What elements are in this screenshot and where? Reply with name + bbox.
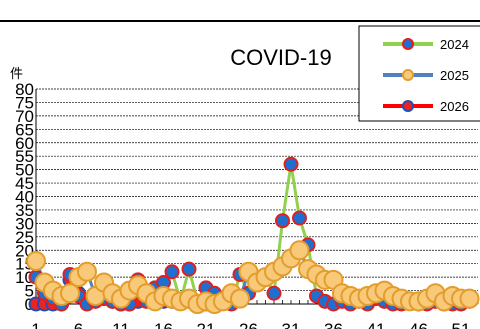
y-tick-60: 60 [15, 134, 34, 153]
point-2024-19 [181, 261, 197, 277]
y-tick-30: 30 [15, 214, 34, 233]
y-tick-5: 5 [25, 282, 34, 301]
x-tick-labels: 16111621263136414651 [31, 320, 470, 329]
legend-marker-2025 [402, 69, 414, 81]
y-tick-70: 70 [15, 107, 34, 126]
y-tick-40: 40 [15, 188, 34, 207]
x-tick-6: 6 [74, 320, 83, 329]
legend: 2024 2025 2026 [358, 25, 480, 122]
x-tick-31: 31 [282, 320, 301, 329]
legend-label-2025: 2025 [440, 68, 469, 83]
y-tick-25: 25 [15, 228, 34, 247]
x-tick-41: 41 [367, 320, 386, 329]
x-tick-26: 26 [239, 320, 258, 329]
y-tick-75: 75 [15, 93, 34, 112]
legend-label-2024: 2024 [440, 37, 469, 52]
point-2024-17 [164, 264, 180, 280]
point-2024-31 [283, 156, 299, 172]
plot-series [26, 156, 480, 314]
y-tick-50: 50 [15, 161, 34, 180]
y-tick-45: 45 [15, 174, 34, 193]
y-tick-80: 80 [15, 80, 34, 99]
legend-label-2026: 2026 [440, 99, 469, 114]
point-2025-1 [26, 251, 46, 271]
x-tick-21: 21 [197, 320, 216, 329]
point-2025-25 [230, 288, 250, 309]
y-tick-55: 55 [15, 147, 34, 166]
y-tick-labels: 05101520253035404550556065707580 [15, 80, 34, 314]
x-tick-16: 16 [154, 320, 173, 329]
x-tick-11: 11 [112, 320, 130, 329]
y-axis-label: 件 [10, 66, 23, 81]
chart-title: COVID-19 [230, 45, 331, 70]
y-tick-10: 10 [15, 268, 34, 287]
x-tick-36: 36 [324, 320, 343, 329]
point-2024-32 [292, 210, 307, 226]
x-tick-51: 51 [452, 320, 471, 329]
y-tick-35: 35 [15, 201, 34, 220]
y-tick-65: 65 [15, 120, 34, 139]
legend-items: 2024 2025 2026 [383, 37, 469, 114]
legend-marker-2026 [402, 100, 414, 112]
x-tick-46: 46 [409, 320, 428, 329]
legend-marker-2024 [402, 38, 414, 50]
point-2025-52 [459, 288, 480, 309]
point-2024-29 [266, 285, 282, 301]
point-2024-30 [275, 213, 290, 229]
point-2025-32 [289, 240, 310, 261]
x-tick-1: 1 [31, 320, 40, 329]
point-2025-7 [77, 261, 97, 282]
point-2025-5 [60, 283, 80, 304]
